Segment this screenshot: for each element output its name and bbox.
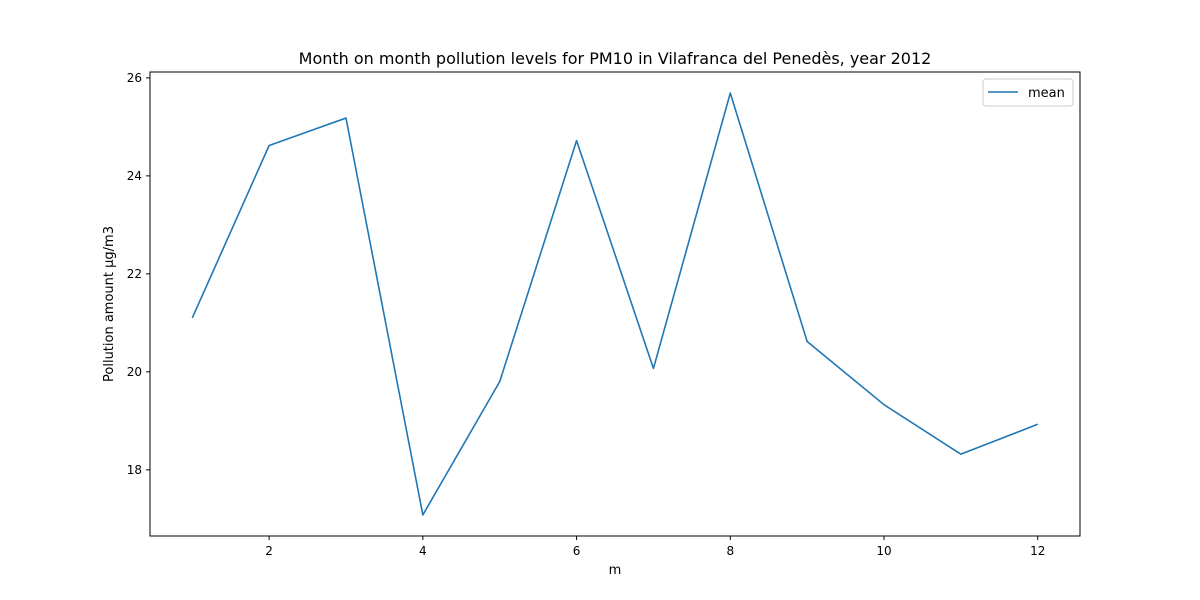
y-tick-label: 18 [127,463,142,477]
legend: mean [982,78,1074,107]
legend-box [982,78,1074,107]
y-tick-label: 22 [127,267,142,281]
x-tick-label: 4 [419,544,427,558]
y-axis-ticks: 18 20 22 24 26 [127,71,150,477]
series-line-mean [191,92,1039,516]
x-axis-label: m [609,563,622,578]
x-tick-label: 8 [726,544,734,558]
x-axis-ticks: 2 4 6 8 10 12 [265,536,1045,558]
legend-entry-mean: mean [1028,86,1065,101]
x-tick-label: 2 [265,544,273,558]
plot-frame [149,71,1081,537]
plot-content [191,92,1039,516]
x-tick-label: 6 [573,544,581,558]
y-tick-label: 26 [127,71,142,85]
x-tick-label: 10 [876,544,891,558]
chart-title: Month on month pollution levels for PM10… [299,49,932,68]
x-tick-label: 12 [1030,544,1045,558]
y-tick-label: 20 [127,365,142,379]
y-tick-label: 24 [127,169,142,183]
y-axis-label: Pollution amount µg/m3 [102,226,117,382]
